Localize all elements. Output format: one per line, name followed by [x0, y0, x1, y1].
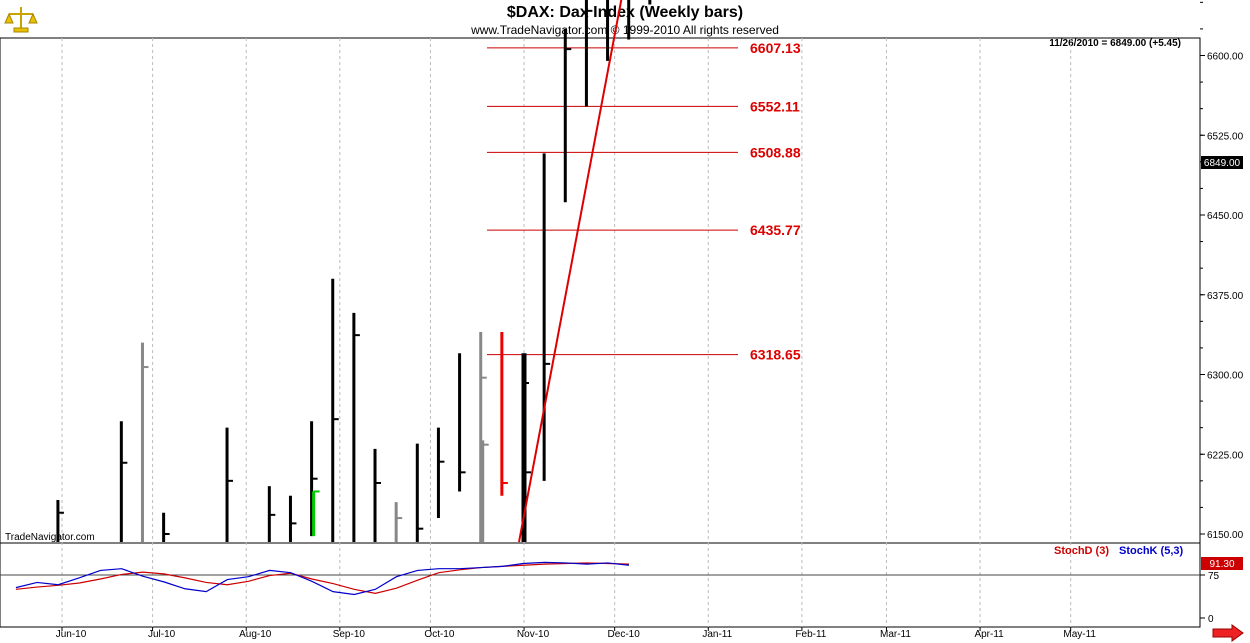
stoch-y-tick-label: 75 — [1208, 571, 1220, 582]
y-tick-label: 6600.00 — [1207, 52, 1244, 63]
y-tick-label: 6450.00 — [1207, 211, 1244, 222]
last-info: 11/26/2010 = 6849.00 (+5.45) — [1049, 38, 1181, 49]
watermark: TradeNavigator.com — [5, 532, 95, 543]
svg-text:6849.00: 6849.00 — [1204, 158, 1241, 169]
axis-layer: Jun-10 Jul-10 Aug-10 Sep-10 Oct-10 Nov-10 Dec-… — [56, 1, 1244, 640]
x-tick-label: Oct-10 — [424, 629, 454, 640]
x-tick-label: Jun-10 — [56, 629, 87, 640]
retracement-label: 6508.88 — [750, 144, 801, 160]
retracement-label: 6552.11 — [750, 98, 800, 114]
retracement-label: 6318.65 — [750, 347, 801, 363]
grid-layer — [0, 38, 1200, 627]
levels-layer: 7036.366940.426885.856668.446607.136552.… — [487, 40, 801, 363]
trend-line — [518, 0, 623, 543]
stochk-legend: StochK (5,3) — [1119, 545, 1184, 557]
stoch-y-tick-label: 0 — [1208, 614, 1214, 625]
chart-subtitle: www.TradeNavigator.com © 1999-2010 All r… — [470, 23, 779, 37]
last-price-tag: 6849.00 — [1201, 156, 1243, 169]
y-tick-label: 6300.00 — [1207, 371, 1244, 382]
chart-title: $DAX: Dax Index (Weekly bars) — [507, 4, 743, 21]
y-tick-label: 6225.00 — [1207, 450, 1244, 461]
y-tick-label: 6150.00 — [1207, 530, 1244, 541]
stoch-layer — [15, 561, 630, 596]
price-bars — [56, 0, 652, 542]
retracement-label: 6435.77 — [750, 222, 801, 238]
x-tick-label: Sep-10 — [333, 629, 366, 640]
stochd-line — [15, 562, 629, 594]
x-tick-label: Jan-11 — [702, 629, 732, 640]
stochd-legend: StochD (3) — [1054, 545, 1109, 557]
stoch-value-tag: 91.30 — [1201, 557, 1243, 570]
x-tick-label: Apr-11 — [974, 629, 1004, 640]
svg-text:91.30: 91.30 — [1209, 559, 1234, 570]
scroll-right-arrow[interactable] — [1212, 624, 1244, 642]
x-tick-label: Aug-10 — [239, 629, 272, 640]
y-tick-label: 6525.00 — [1207, 131, 1244, 142]
retracement-label: 6607.13 — [750, 40, 801, 56]
trade-navigator-logo — [4, 4, 38, 34]
x-tick-label: Feb-11 — [795, 629, 826, 640]
trend-layer — [518, 0, 623, 543]
y-tick-label: 6375.00 — [1207, 291, 1244, 302]
x-tick-label: Nov-10 — [517, 629, 550, 640]
x-tick-label: Jul-10 — [148, 629, 176, 640]
stochk-line — [15, 561, 630, 596]
stoch-panel-frame — [0, 542, 1201, 628]
x-tick-label: Dec-10 — [608, 629, 641, 640]
x-tick-label: Mar-11 — [880, 629, 911, 640]
x-tick-label: May-11 — [1063, 629, 1096, 640]
